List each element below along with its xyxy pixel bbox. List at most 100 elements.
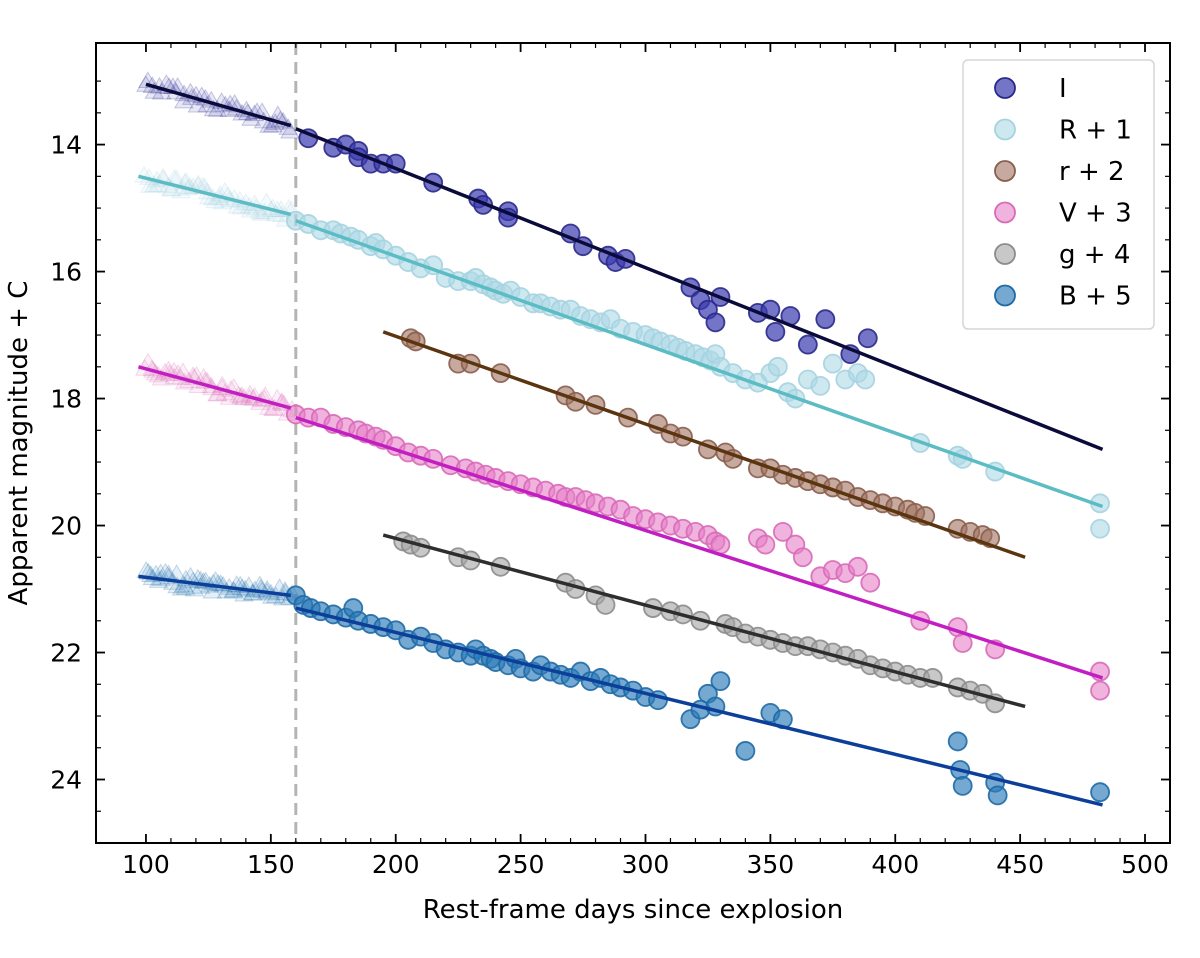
early-marker <box>227 196 248 214</box>
axes-frame <box>95 42 1171 844</box>
early-fit-line <box>138 174 292 217</box>
fit-line <box>295 219 1104 509</box>
legend-label: V + 3 <box>1059 199 1132 229</box>
y-tick-label: 20 <box>50 512 82 541</box>
early-marker <box>207 100 228 117</box>
data-point <box>710 671 731 691</box>
early-marker <box>234 584 254 602</box>
early-marker <box>208 384 228 402</box>
early-marker <box>251 203 272 221</box>
x-tick-label: 300 <box>622 850 670 879</box>
early-marker <box>173 91 194 109</box>
early-marker <box>216 581 237 599</box>
early-marker <box>167 576 188 594</box>
data-point <box>815 309 836 330</box>
data-point <box>765 321 786 342</box>
x-tick-label: 400 <box>871 850 919 879</box>
early-fit-line <box>138 574 292 598</box>
data-point <box>755 534 776 555</box>
legend-marker <box>994 243 1016 265</box>
legend-label: B + 5 <box>1059 282 1132 312</box>
y-axis-label: Apparent magnitude + C <box>4 281 34 606</box>
fit-line <box>295 127 1104 451</box>
ticks: 100 150 200 250 300 350 400 450 500 14 16 18 20 22 24 <box>50 43 1170 879</box>
early-marker <box>240 200 261 218</box>
fit-line <box>382 533 1026 709</box>
data-point <box>855 369 876 390</box>
x-axis-label: Rest-frame days since explosion <box>423 895 844 925</box>
early-marker <box>175 578 196 595</box>
axes <box>95 42 1171 844</box>
early-marker <box>219 387 240 405</box>
data-point <box>857 328 878 349</box>
y-tick-label: 22 <box>50 639 82 668</box>
early-marker <box>249 202 270 220</box>
early-marker <box>137 71 158 89</box>
fit-line <box>295 415 1104 680</box>
early-marker <box>259 398 279 415</box>
early-marker <box>184 579 205 597</box>
early-marker <box>264 398 285 416</box>
data-point <box>595 595 616 615</box>
early-marker <box>187 95 208 113</box>
data-point <box>772 521 793 542</box>
x-tick-label: 500 <box>1121 850 1169 879</box>
data-point <box>735 741 756 761</box>
legend-label: I <box>1059 74 1067 104</box>
data-point <box>797 334 818 355</box>
early-marker <box>139 176 160 193</box>
data-point <box>767 356 788 377</box>
early-marker <box>263 399 283 416</box>
early-marker <box>205 191 225 209</box>
early-marker <box>151 368 172 386</box>
early-marker <box>143 175 164 193</box>
y-tick-label: 18 <box>50 385 82 414</box>
early-fit-line <box>138 365 292 410</box>
x-tick-label: 450 <box>996 850 1044 879</box>
data-point <box>705 312 726 333</box>
legend-marker <box>994 118 1016 141</box>
y-tick-label: 24 <box>50 766 82 795</box>
fit-lines <box>138 82 1104 807</box>
early-marker <box>261 587 282 604</box>
legend-label: g + 4 <box>1059 240 1130 270</box>
x-tick-label: 150 <box>247 850 295 879</box>
data-point <box>1090 680 1110 701</box>
data-point <box>810 375 831 396</box>
x-tick-label: 250 <box>497 850 545 879</box>
data-point <box>792 547 813 568</box>
early-marker <box>171 578 192 596</box>
early-marker <box>161 179 182 197</box>
x-tick-label: 200 <box>372 850 420 879</box>
y-tick-label: 16 <box>50 258 82 287</box>
legend-marker <box>994 284 1016 307</box>
early-marker <box>212 192 233 210</box>
early-marker <box>231 197 251 215</box>
data-point <box>947 731 968 752</box>
early-marker <box>259 115 279 133</box>
legend-label: R + 1 <box>1059 116 1132 146</box>
fit-line <box>382 330 1026 559</box>
data-point <box>987 785 1008 806</box>
early-marker <box>207 384 228 402</box>
legend-marker <box>994 77 1016 99</box>
data-point <box>860 572 881 593</box>
early-marker <box>280 121 300 139</box>
data-point <box>952 633 973 653</box>
y-tick-label: 14 <box>50 131 82 160</box>
early-fit-line <box>145 82 292 128</box>
early-marker <box>254 202 275 220</box>
early-marker <box>241 108 261 126</box>
data-point <box>847 556 868 577</box>
legend: I R + 1 r + 2 V + 3 g + 4 B + 5 <box>962 59 1155 330</box>
data-point <box>1090 518 1110 539</box>
early-marker <box>160 179 181 197</box>
early-marker <box>202 581 223 599</box>
data-point <box>822 353 843 374</box>
legend-marker <box>994 201 1016 224</box>
data-point <box>1090 782 1110 803</box>
data-point <box>952 775 973 796</box>
early-marker <box>171 181 191 199</box>
legend-label: r + 2 <box>1059 157 1125 187</box>
